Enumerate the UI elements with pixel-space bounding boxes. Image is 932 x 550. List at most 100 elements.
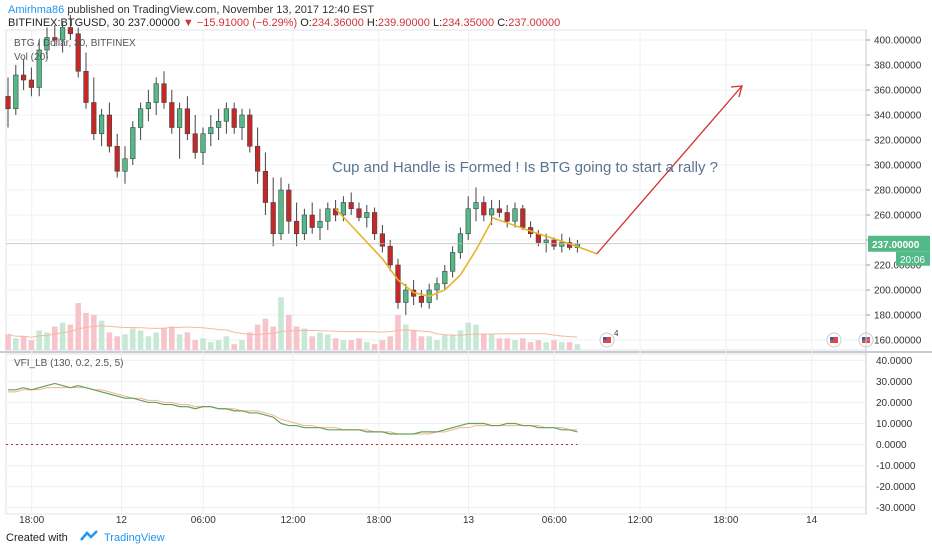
volume-bar xyxy=(278,297,284,350)
candle-body xyxy=(340,202,347,216)
candle xyxy=(449,246,456,278)
vfi-y-tick-label: -30.0000 xyxy=(876,503,916,514)
candle xyxy=(28,67,35,97)
main-y-tick-label: 380.00000 xyxy=(874,61,922,72)
candle-body xyxy=(387,245,393,266)
footer: Created with TradingView xyxy=(0,524,932,550)
vfi-pane-border xyxy=(5,353,867,515)
candle xyxy=(442,265,448,290)
candle-body xyxy=(551,239,557,247)
candle xyxy=(527,221,534,238)
candle xyxy=(457,227,464,259)
candle xyxy=(270,177,276,247)
candle xyxy=(434,277,440,300)
main-legend: BTG / Dollar, 30, BITFINEX xyxy=(14,38,136,49)
volume-bar xyxy=(496,338,503,350)
chart-canvas[interactable]: 4 400.00000 380.00000 360.00000 340.00000 32… xyxy=(0,0,932,524)
volume-bar xyxy=(434,340,440,350)
volume-bar xyxy=(184,332,191,350)
candle-body xyxy=(418,295,425,303)
candle-body xyxy=(20,74,27,81)
x-tick-label: 12 xyxy=(116,515,128,524)
volume-bar xyxy=(130,328,136,350)
volume-bar xyxy=(520,338,526,350)
volume-bar xyxy=(543,342,549,350)
candle-body xyxy=(200,133,206,153)
candle-body xyxy=(208,127,214,135)
volume-bar xyxy=(247,332,253,350)
vfi-signal-line xyxy=(8,387,578,435)
candle xyxy=(44,27,50,59)
volume-bar xyxy=(340,340,347,350)
volume-bar xyxy=(559,342,565,350)
candle-body xyxy=(145,102,152,110)
candle xyxy=(317,208,323,240)
candle xyxy=(59,21,66,53)
down-arrow-icon: ▼ xyxy=(182,17,194,29)
main-y-tick-label: 260.00000 xyxy=(874,211,922,222)
candle xyxy=(348,192,354,215)
candle xyxy=(13,65,19,115)
candle xyxy=(395,258,401,309)
rally-arrow-line xyxy=(596,85,743,255)
candle xyxy=(200,127,206,165)
candle xyxy=(286,183,292,234)
cup-curve xyxy=(335,208,493,298)
volume-bar xyxy=(91,314,97,350)
candle xyxy=(20,58,27,90)
main-y-tick-label: 180.00000 xyxy=(874,311,922,322)
volume-bar xyxy=(153,332,159,350)
candle xyxy=(512,202,518,228)
candle-body xyxy=(5,95,11,110)
candle xyxy=(387,240,393,272)
candle-body xyxy=(247,114,253,147)
candle xyxy=(481,196,487,222)
candle-body xyxy=(36,49,42,88)
candle xyxy=(231,102,237,134)
volume-bar xyxy=(145,336,152,350)
candle-body xyxy=(138,108,144,128)
volume-bar xyxy=(200,338,206,350)
volume-bar xyxy=(387,336,393,350)
candle-body xyxy=(449,252,456,272)
volume-bar xyxy=(395,314,401,350)
candle xyxy=(216,108,222,140)
candle-body xyxy=(325,208,331,222)
close-label: C: xyxy=(497,17,509,29)
volume-bar xyxy=(348,340,354,350)
candle-body xyxy=(473,202,479,210)
volume-bar xyxy=(44,332,50,350)
last-price-badge xyxy=(868,235,930,252)
candle xyxy=(75,27,81,78)
event-flag-canton xyxy=(862,337,866,340)
candle xyxy=(91,77,97,140)
candle-body xyxy=(184,108,191,135)
volume-bar xyxy=(309,336,315,350)
x-tick-label: 13 xyxy=(463,515,475,524)
author-link[interactable]: Amirhma86 xyxy=(8,4,65,16)
volume-bar xyxy=(5,334,11,350)
candle-body xyxy=(309,214,315,228)
candle-body xyxy=(216,120,222,128)
candle xyxy=(364,205,370,228)
x-tick-label: 14 xyxy=(806,515,818,524)
candle xyxy=(36,40,42,97)
tradingview-brand-link[interactable]: TradingView xyxy=(104,532,165,544)
candle xyxy=(325,202,331,230)
volume-bar xyxy=(574,344,581,350)
candle xyxy=(356,202,362,222)
main-y-tick-label: 160.00000 xyxy=(874,336,922,347)
candle-body xyxy=(239,114,245,128)
x-tick-label: 18:00 xyxy=(713,515,738,524)
main-y-tick-label: 300.00000 xyxy=(874,161,922,172)
candle xyxy=(488,200,495,225)
candle xyxy=(465,196,471,240)
candlestick-series xyxy=(5,15,866,315)
candle xyxy=(106,102,112,153)
event-count-badge: 4 xyxy=(614,329,619,338)
candle-body xyxy=(348,202,354,210)
volume-bar xyxy=(13,338,19,350)
vfi-y-tick-label: 0.0000 xyxy=(876,440,907,451)
event-flag-icon xyxy=(599,332,615,348)
main-y-tick-label: 400.00000 xyxy=(874,36,922,47)
